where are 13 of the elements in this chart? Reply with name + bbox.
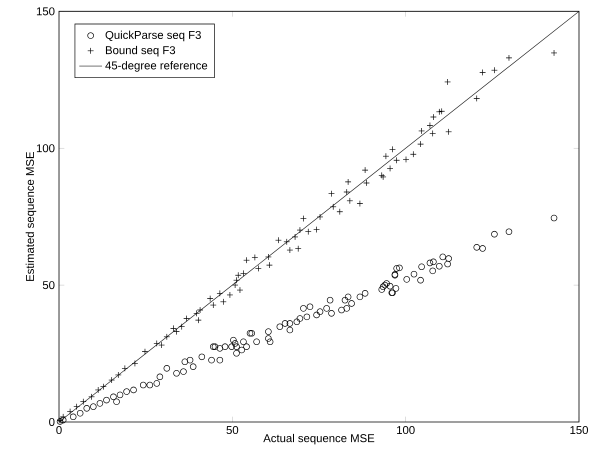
- y-tick-label: 100: [36, 144, 55, 152]
- y-tick-label: 150: [36, 7, 55, 16]
- legend-label: QuickParse seq F3: [106, 30, 201, 42]
- legend-label: Bound seq F3: [106, 46, 176, 56]
- y-tick-label: 50: [42, 281, 55, 290]
- x-tick-label: 150: [570, 426, 588, 434]
- y-tick-label: 0: [49, 418, 55, 426]
- x-tick-label: 100: [397, 426, 415, 434]
- y-axis-title: Estimated sequence MSE: [26, 152, 36, 281]
- legend-label: 45-degree reference: [105, 61, 208, 72]
- x-axis-title: Actual sequence MSE: [263, 434, 374, 444]
- x-tick-label: 50: [226, 426, 238, 434]
- x-tick-label: 0: [56, 426, 62, 434]
